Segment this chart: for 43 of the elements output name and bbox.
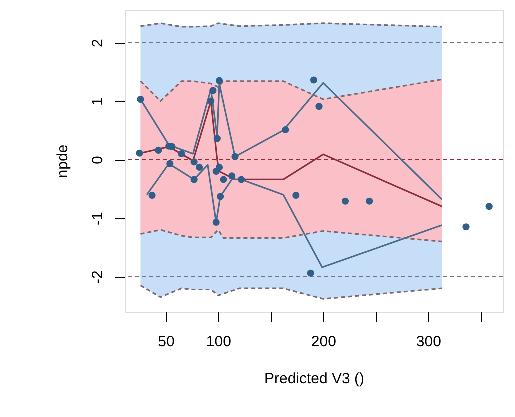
point	[292, 192, 300, 200]
y-tick-label: 2	[90, 39, 106, 48]
point	[190, 158, 198, 166]
y-tick-label: -2	[90, 270, 106, 284]
x-tick-label: 100	[206, 334, 232, 350]
point	[316, 103, 323, 110]
point	[220, 176, 228, 184]
point	[178, 150, 186, 158]
point	[216, 77, 224, 84]
point	[137, 96, 144, 104]
point	[462, 224, 470, 231]
point	[212, 168, 220, 176]
point	[232, 153, 239, 160]
point	[166, 160, 174, 168]
point	[208, 98, 215, 105]
point	[228, 172, 236, 180]
point	[217, 193, 224, 200]
point	[238, 176, 246, 184]
point	[214, 135, 221, 142]
line-series	[140, 229, 443, 243]
point	[310, 76, 318, 84]
x-axis-title: Predicted V3 ()	[264, 370, 365, 388]
line-series	[140, 284, 443, 300]
point	[196, 164, 204, 171]
point	[210, 87, 217, 94]
point	[342, 198, 350, 205]
point	[486, 203, 493, 210]
point	[168, 143, 176, 150]
point	[148, 192, 156, 200]
x-tick-label: 300	[416, 334, 442, 350]
point	[155, 146, 162, 154]
point	[307, 270, 314, 277]
y-tick-label: 1	[90, 98, 106, 106]
x-tick-label: 200	[311, 334, 336, 350]
point	[366, 198, 374, 205]
point	[212, 218, 220, 226]
point	[190, 176, 198, 184]
y-axis-title: npde	[54, 144, 72, 178]
point	[136, 150, 144, 157]
y-tick-label: -1	[90, 212, 106, 226]
x-tick-label: 50	[158, 334, 175, 350]
point	[282, 126, 290, 134]
y-tick-label: 0	[90, 156, 106, 164]
